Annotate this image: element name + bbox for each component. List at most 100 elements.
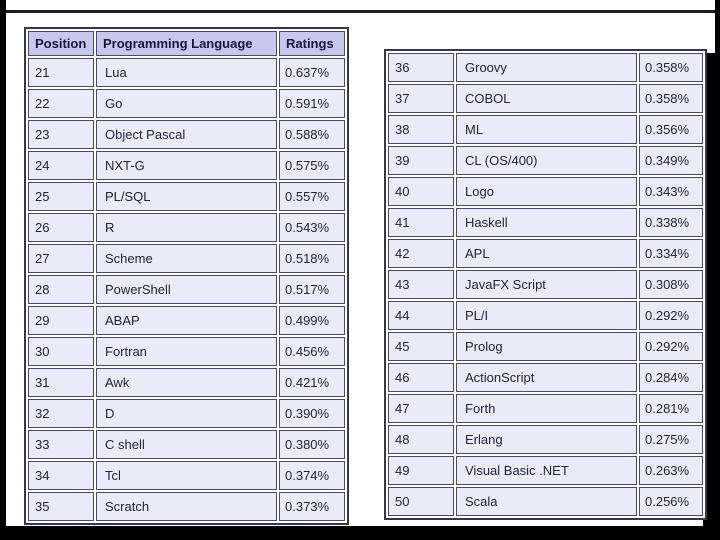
position-cell: 22 (28, 89, 94, 118)
rating-cell: 0.373% (279, 492, 345, 521)
rating-cell: 0.263% (639, 456, 703, 485)
rating-cell: 0.518% (279, 244, 345, 273)
language-cell: CL (OS/400) (456, 146, 637, 175)
position-cell: 30 (28, 337, 94, 366)
position-cell: 33 (28, 430, 94, 459)
language-cell: PowerShell (96, 275, 277, 304)
position-cell: 28 (28, 275, 94, 304)
table-row: 49 Visual Basic .NET 0.263% (388, 456, 703, 485)
rating-cell: 0.358% (639, 53, 703, 82)
rating-cell: 0.343% (639, 177, 703, 206)
frame-right-top-line (715, 0, 720, 54)
rankings-table-36-50: 36 Groovy 0.358% 37 COBOL 0.358% 38 ML 0.356% 39 C… (384, 49, 707, 520)
table-row: 45 Prolog 0.292% (388, 332, 703, 361)
rating-cell: 0.281% (639, 394, 703, 423)
rating-cell: 0.284% (639, 363, 703, 392)
table-row: 42 APL 0.334% (388, 239, 703, 268)
rating-cell: 0.637% (279, 58, 345, 87)
rating-cell: 0.499% (279, 306, 345, 335)
position-cell: 42 (388, 239, 454, 268)
language-cell: PL/SQL (96, 182, 277, 211)
table-row: 24 NXT-G 0.575% (28, 151, 345, 180)
language-cell: Go (96, 89, 277, 118)
rating-cell: 0.591% (279, 89, 345, 118)
rating-cell: 0.308% (639, 270, 703, 299)
language-cell: ActionScript (456, 363, 637, 392)
language-cell: Scratch (96, 492, 277, 521)
table-body: 36 Groovy 0.358% 37 COBOL 0.358% 38 ML 0.356% 39 C… (388, 53, 703, 516)
rating-cell: 0.456% (279, 337, 345, 366)
language-cell: R (96, 213, 277, 242)
language-cell: Object Pascal (96, 120, 277, 149)
position-cell: 39 (388, 146, 454, 175)
rating-cell: 0.390% (279, 399, 345, 428)
position-cell: 26 (28, 213, 94, 242)
language-cell: Scheme (96, 244, 277, 273)
table-row: 36 Groovy 0.358% (388, 53, 703, 82)
position-cell: 34 (28, 461, 94, 490)
language-cell: APL (456, 239, 637, 268)
rating-cell: 0.356% (639, 115, 703, 144)
table-row: 25 PL/SQL 0.557% (28, 182, 345, 211)
table-row: 46 ActionScript 0.284% (388, 363, 703, 392)
rating-cell: 0.380% (279, 430, 345, 459)
language-cell: Fortran (96, 337, 277, 366)
position-cell: 29 (28, 306, 94, 335)
table-row: 38 ML 0.356% (388, 115, 703, 144)
table-row: 29 ABAP 0.499% (28, 306, 345, 335)
language-cell: Forth (456, 394, 637, 423)
language-cell: COBOL (456, 84, 637, 113)
position-cell: 46 (388, 363, 454, 392)
position-cell: 35 (28, 492, 94, 521)
rating-cell: 0.292% (639, 301, 703, 330)
table-row: 44 PL/I 0.292% (388, 301, 703, 330)
language-cell: ABAP (96, 306, 277, 335)
frame-bottom-edge (0, 526, 720, 540)
position-cell: 25 (28, 182, 94, 211)
frame-left-edge (0, 0, 6, 540)
language-cell: Prolog (456, 332, 637, 361)
rating-cell: 0.517% (279, 275, 345, 304)
table-row: 35 Scratch 0.373% (28, 492, 345, 521)
table-row: 40 Logo 0.343% (388, 177, 703, 206)
table-row: 39 CL (OS/400) 0.349% (388, 146, 703, 175)
position-cell: 49 (388, 456, 454, 485)
position-cell: 41 (388, 208, 454, 237)
table-row: 28 PowerShell 0.517% (28, 275, 345, 304)
rating-cell: 0.338% (639, 208, 703, 237)
rating-cell: 0.588% (279, 120, 345, 149)
position-cell: 50 (388, 487, 454, 516)
language-cell: Erlang (456, 425, 637, 454)
position-cell: 24 (28, 151, 94, 180)
table-row: 41 Haskell 0.338% (388, 208, 703, 237)
language-cell: Logo (456, 177, 637, 206)
frame-right-edge (703, 53, 720, 540)
table-row: 31 Awk 0.421% (28, 368, 345, 397)
rating-cell: 0.557% (279, 182, 345, 211)
position-cell: 36 (388, 53, 454, 82)
rating-cell: 0.334% (639, 239, 703, 268)
table-row: 48 Erlang 0.275% (388, 425, 703, 454)
position-cell: 23 (28, 120, 94, 149)
position-cell: 43 (388, 270, 454, 299)
language-cell: Groovy (456, 53, 637, 82)
language-cell: PL/I (456, 301, 637, 330)
position-cell: 48 (388, 425, 454, 454)
position-cell: 32 (28, 399, 94, 428)
table-row: 47 Forth 0.281% (388, 394, 703, 423)
frame-top-edge (6, 10, 715, 13)
position-cell: 47 (388, 394, 454, 423)
table-row: 30 Fortran 0.456% (28, 337, 345, 366)
table-row: 34 Tcl 0.374% (28, 461, 345, 490)
position-cell: 37 (388, 84, 454, 113)
rating-cell: 0.575% (279, 151, 345, 180)
position-cell: 27 (28, 244, 94, 273)
language-cell: Awk (96, 368, 277, 397)
language-cell: ML (456, 115, 637, 144)
table-header: Position Programming Language Ratings (28, 31, 345, 56)
table-row: 43 JavaFX Script 0.308% (388, 270, 703, 299)
language-cell: C shell (96, 430, 277, 459)
table-row: 23 Object Pascal 0.588% (28, 120, 345, 149)
table-row: 37 COBOL 0.358% (388, 84, 703, 113)
header-language: Programming Language (96, 31, 277, 56)
